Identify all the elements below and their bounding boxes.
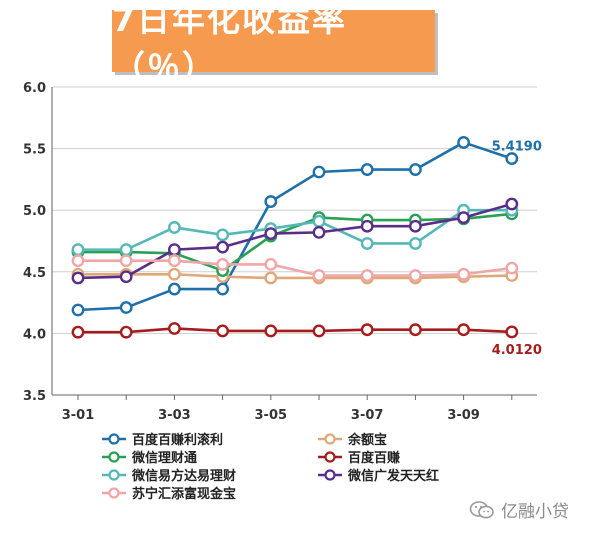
- data-point: [216, 258, 230, 271]
- legend-label: 百度百赚: [348, 450, 400, 466]
- y-tick-label: 3.5: [23, 389, 46, 404]
- legend-label: 微信理财通: [131, 450, 197, 466]
- data-point: [312, 269, 326, 282]
- data-point: [119, 243, 133, 257]
- y-tick-label: 6.0: [23, 81, 46, 96]
- series-lines: [71, 136, 519, 339]
- data-point: [457, 323, 470, 337]
- watermark: 亿融小贷: [469, 497, 569, 522]
- data-point: [216, 228, 230, 242]
- data-point: [119, 325, 133, 339]
- x-tick-label: 3-07: [351, 408, 384, 423]
- data-point: [408, 219, 422, 233]
- data-point: [457, 211, 470, 224]
- watermark-text: 亿融小贷: [501, 502, 569, 522]
- y-tick-label: 5.0: [23, 204, 46, 219]
- data-point: [360, 269, 374, 282]
- x-tick-label: 3-05: [255, 408, 288, 423]
- data-point: [119, 254, 133, 268]
- data-point: [505, 261, 519, 275]
- data-point: [264, 227, 278, 241]
- legend-label: 苏宁汇添富现金宝: [132, 486, 236, 502]
- x-tick-label: 3-09: [447, 408, 480, 423]
- series-line: [78, 208, 512, 251]
- data-point: [360, 219, 374, 233]
- data-point: [71, 303, 85, 317]
- data-point: [167, 282, 181, 296]
- data-point: [457, 267, 470, 281]
- legend-swatch-marker: [108, 433, 120, 445]
- x-tick-label: 3-01: [62, 408, 95, 423]
- y-tick-label: 4.0: [23, 327, 46, 342]
- legend-swatch-marker: [324, 469, 336, 481]
- data-point: [457, 136, 470, 149]
- legend-label: 百度百赚利滚利: [132, 432, 223, 448]
- data-point: [216, 282, 230, 296]
- legend-label: 微信易方达易理财: [131, 468, 236, 484]
- data-point: [119, 301, 133, 314]
- data-point: [408, 323, 422, 337]
- data-point: [408, 163, 422, 176]
- series-line: [78, 212, 512, 272]
- data-point: [216, 240, 230, 254]
- data-point: [167, 267, 181, 281]
- data-point: [216, 324, 230, 338]
- data-point: [312, 225, 326, 239]
- legend-swatch-marker: [108, 469, 120, 481]
- value-annotation: 5.4190: [492, 140, 542, 155]
- data-point: [264, 271, 278, 285]
- legend-swatch-marker: [108, 451, 120, 463]
- data-point: [71, 243, 85, 257]
- series-line: [77, 202, 513, 280]
- data-point: [360, 323, 374, 337]
- chart-title-box: 7日年化收益率（％）: [112, 0, 435, 87]
- value-annotation: 4.0120: [492, 343, 542, 358]
- series-line: [77, 141, 513, 312]
- data-point: [360, 237, 374, 250]
- legend-label: 微信广发天天红: [347, 468, 439, 484]
- x-tick-label: 3-03: [158, 408, 191, 423]
- data-point: [312, 214, 326, 228]
- y-tick-label: 5.5: [23, 143, 46, 158]
- data-point: [264, 324, 278, 338]
- data-point: [71, 325, 85, 339]
- legend-label: 余额宝: [347, 432, 387, 448]
- data-point: [167, 243, 181, 257]
- chart-title: 7日年化收益率（％）: [112, 0, 347, 87]
- data-point: [505, 152, 519, 165]
- legend-swatch-marker: [324, 433, 336, 445]
- data-point: [408, 269, 422, 282]
- axes: 3.5 4.0 4.5 5.0 5.5 6.0 3-01 3-03 3-05 3-07 3-09: [23, 81, 513, 423]
- data-point: [360, 163, 374, 176]
- legend-swatch-marker: [324, 451, 336, 463]
- series-line: [78, 272, 512, 280]
- data-point: [71, 254, 85, 268]
- data-point: [119, 270, 133, 284]
- data-point: [264, 195, 278, 208]
- data-point: [167, 254, 181, 268]
- series-line: [78, 327, 512, 334]
- data-point: [167, 221, 181, 234]
- data-point: [312, 324, 326, 338]
- data-point: [505, 325, 519, 339]
- annotations: 5.4190 4.0120: [492, 140, 542, 358]
- y-tick-label: 4.5: [23, 266, 46, 281]
- wechat-icon: [469, 500, 494, 518]
- grid-lines: [52, 86, 537, 396]
- legend-swatch-marker: [108, 487, 120, 499]
- data-point: [167, 322, 181, 335]
- data-point: [71, 271, 85, 285]
- data-point: [264, 258, 278, 271]
- series-line: [78, 259, 512, 277]
- data-point: [312, 165, 326, 179]
- data-point: [408, 237, 422, 250]
- data-point: [505, 197, 519, 211]
